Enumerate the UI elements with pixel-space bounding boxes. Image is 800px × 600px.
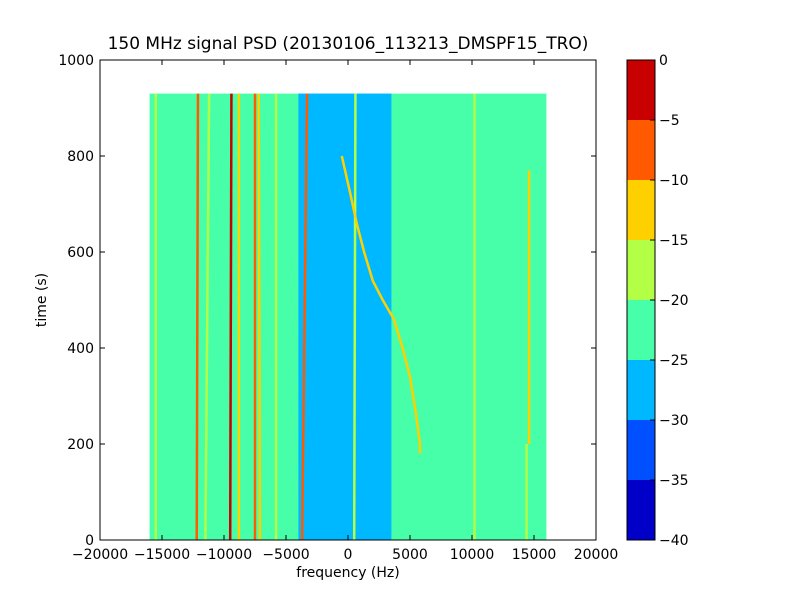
sweep-curve [340, 155, 422, 454]
y-tick-label: 1000 [58, 53, 94, 69]
signal-line [228, 93, 233, 541]
signal-line [257, 93, 262, 541]
colorbar-tick-label: −5 [659, 113, 680, 129]
colorbar-segment [627, 240, 655, 300]
y-tick-label: 800 [67, 149, 94, 165]
y-tick-label: 400 [67, 341, 94, 357]
colorbar-tick-label: −10 [659, 173, 689, 189]
colorbar-segment [627, 420, 655, 480]
colorbar-segment [627, 120, 655, 180]
plot-area [149, 93, 547, 541]
y-tick-label: 600 [67, 245, 94, 261]
x-tick-label: −20000 [72, 547, 128, 563]
colorbar-tick-label: 0 [659, 53, 668, 69]
chart-title: 150 MHz signal PSD (20130106_113213_DMSP… [108, 34, 589, 54]
colorbar-tick-label: −15 [659, 233, 689, 249]
x-tick-label: −10000 [196, 547, 252, 563]
axes: −20000 −15000 −10000 −5000 0 5000 10000 15000 20… [58, 53, 618, 563]
x-tick-label: 10000 [450, 547, 495, 563]
colorbar-tick-label: −40 [659, 533, 689, 549]
colorbar-tick-label: −25 [659, 353, 689, 369]
x-tick-label: 20000 [574, 547, 619, 563]
y-tick-label: 0 [85, 533, 94, 549]
x-tick-label: 15000 [512, 547, 557, 563]
colorbar-segment [627, 300, 655, 360]
colorbar-tick-label: −30 [659, 413, 689, 429]
x-axis-label: frequency (Hz) [296, 565, 399, 581]
x-tick-label: 5000 [392, 547, 428, 563]
signal-line [195, 93, 200, 541]
y-tick-label: 200 [67, 437, 94, 453]
x-tick-label: 0 [344, 547, 353, 563]
signal-line [204, 93, 211, 541]
colorbar-tick-label: −20 [659, 293, 689, 309]
signal-line [352, 93, 357, 541]
heatmap-quiet-band [298, 93, 392, 540]
colorbar: −40 −35 −30 −25 −20 −15 −10 −5 0 [626, 53, 689, 549]
colorbar-segment [627, 360, 655, 420]
x-tick-label: −5000 [262, 547, 309, 563]
signal-line [300, 93, 309, 541]
colorbar-tick-label: −35 [659, 473, 689, 489]
x-tick-label: −15000 [134, 547, 190, 563]
colorbar-segment [627, 60, 655, 120]
colorbar-segment [627, 480, 655, 540]
y-axis-label: time (s) [34, 273, 50, 327]
colorbar-segment [627, 180, 655, 240]
